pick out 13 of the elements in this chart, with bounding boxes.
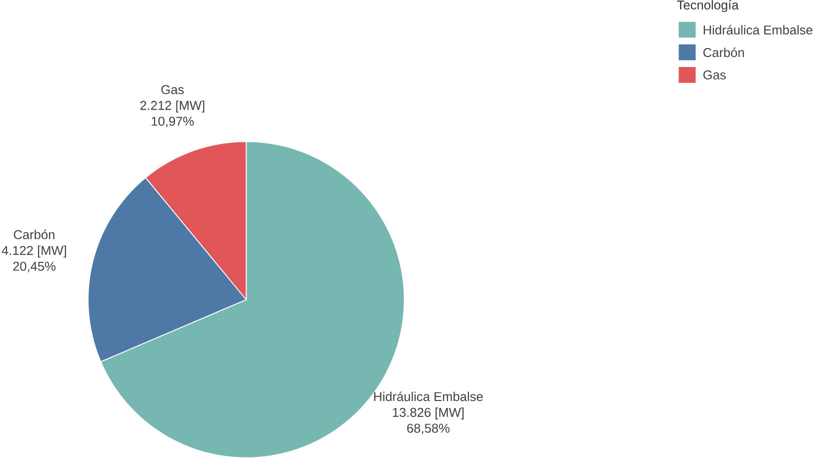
- data-label: 4.122 [MW]: [2, 246, 66, 258]
- legend-title: Tecnología: [677, 0, 739, 12]
- slice-label: Hidráulica Embalse: [374, 392, 483, 402]
- text: 20,45%: [13, 262, 56, 272]
- text: 10,97%: [152, 116, 194, 128]
- data-label: 2.212 [MW]: [140, 100, 204, 112]
- legend-label: Gas: [703, 70, 726, 80]
- text: 68,58%: [407, 424, 450, 434]
- slice-label: Carbón: [14, 230, 54, 240]
- legend-label: Hidráulica Embalse: [704, 24, 812, 34]
- legend-label: Carbón: [703, 47, 744, 58]
- slice-label: Gas: [161, 85, 184, 94]
- data-label: 13.826 [MW]: [392, 407, 464, 420]
